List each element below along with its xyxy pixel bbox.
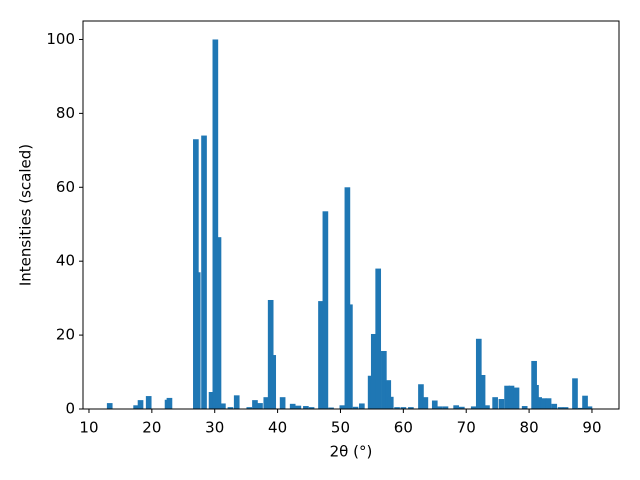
bar xyxy=(166,397,173,409)
bar xyxy=(220,403,226,409)
bar xyxy=(375,268,382,409)
bar xyxy=(458,406,465,409)
bar xyxy=(586,406,593,409)
bar xyxy=(270,355,277,409)
bar xyxy=(582,395,588,409)
y-tick-label: 40 xyxy=(56,252,75,270)
y-tick-label: 60 xyxy=(56,178,75,196)
bar xyxy=(328,407,334,409)
bar xyxy=(385,380,392,409)
bar xyxy=(551,403,558,409)
y-tick-label: 100 xyxy=(46,30,75,48)
bar xyxy=(381,350,387,409)
bar xyxy=(533,384,539,409)
bar xyxy=(137,400,144,409)
bar xyxy=(492,397,498,409)
bar xyxy=(498,399,505,409)
x-tick-label: 20 xyxy=(142,419,161,437)
x-axis-label: 2θ (°) xyxy=(330,443,373,461)
x-tick-label: 60 xyxy=(394,419,413,437)
bar xyxy=(442,406,449,409)
bar xyxy=(370,333,377,409)
bar xyxy=(504,385,510,409)
y-tick-label: 80 xyxy=(56,104,75,122)
bar xyxy=(572,378,578,409)
bar xyxy=(470,406,477,409)
axes-frame xyxy=(82,20,620,410)
bar xyxy=(562,407,569,409)
bar xyxy=(308,407,315,409)
bar xyxy=(436,406,443,409)
bar xyxy=(367,375,374,409)
bar xyxy=(359,403,365,409)
bar xyxy=(431,400,438,409)
bar xyxy=(557,407,564,409)
bar xyxy=(133,405,139,409)
bar xyxy=(263,397,270,409)
bar xyxy=(394,407,400,409)
bar xyxy=(322,211,329,409)
bar xyxy=(508,385,515,409)
bar xyxy=(208,392,215,409)
bar xyxy=(194,272,201,409)
bar xyxy=(339,405,346,409)
bar xyxy=(536,397,542,409)
bar xyxy=(422,397,429,409)
bar xyxy=(484,405,490,409)
bar xyxy=(201,135,207,410)
bar xyxy=(246,407,253,409)
bar xyxy=(257,403,263,409)
bar xyxy=(233,395,240,409)
x-tick-label: 30 xyxy=(205,419,224,437)
bar xyxy=(267,299,274,409)
bar xyxy=(279,397,286,409)
bar xyxy=(215,237,222,409)
bar xyxy=(344,187,351,409)
x-tick-label: 40 xyxy=(268,419,287,437)
bar xyxy=(352,406,359,409)
bar xyxy=(453,405,459,409)
bar xyxy=(408,407,414,409)
bar xyxy=(295,405,302,409)
x-tick-label: 90 xyxy=(582,419,601,437)
bar xyxy=(479,375,486,409)
x-tick-label: 50 xyxy=(331,419,350,437)
bar xyxy=(513,387,520,409)
bar xyxy=(303,406,309,409)
bar xyxy=(545,398,552,409)
bar xyxy=(289,403,296,409)
y-tick-label: 20 xyxy=(56,326,75,344)
bar xyxy=(347,304,353,409)
x-tick-label: 80 xyxy=(520,419,539,437)
bar xyxy=(227,407,234,409)
bar xyxy=(400,407,407,409)
bar xyxy=(540,398,547,409)
bar xyxy=(212,39,219,409)
y-tick-label: 0 xyxy=(65,400,75,418)
bar xyxy=(387,396,394,409)
bar xyxy=(106,403,113,409)
y-axis-label: Intensities (scaled) xyxy=(17,144,35,286)
bar xyxy=(252,400,258,409)
bar xyxy=(318,301,324,409)
x-tick-label: 10 xyxy=(79,419,98,437)
x-tick-label: 70 xyxy=(457,419,476,437)
bar xyxy=(145,396,152,409)
bar xyxy=(475,338,482,409)
bar xyxy=(418,384,424,409)
bar xyxy=(521,406,528,409)
bar xyxy=(577,407,584,409)
